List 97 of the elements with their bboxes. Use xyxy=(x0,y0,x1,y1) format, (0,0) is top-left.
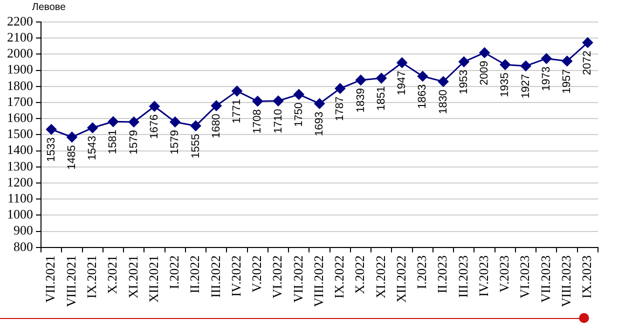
data-label: 1693 xyxy=(314,112,326,136)
x-tick-label: XI.2022 xyxy=(372,255,388,298)
y-tick-label: 1500 xyxy=(7,126,33,142)
x-tick-label: I.2023 xyxy=(414,255,430,289)
point xyxy=(46,124,57,135)
y-tick-label: 2200 xyxy=(7,13,33,28)
data-label: 1581 xyxy=(107,130,120,154)
point xyxy=(66,132,78,142)
y-tick-label: 1000 xyxy=(7,206,33,222)
data-label: 1579 xyxy=(169,130,182,154)
x-tick-label: VIII.2022 xyxy=(310,255,326,308)
point xyxy=(128,116,140,128)
data-label: 1533 xyxy=(45,137,58,162)
data-label: 2072 xyxy=(582,50,594,76)
data-label: 1927 xyxy=(520,74,532,98)
x-tick-label: XII.2021 xyxy=(146,255,161,303)
data-label: 2009 xyxy=(478,60,491,86)
data-label: 1676 xyxy=(148,114,160,139)
data-label: 1680 xyxy=(210,114,222,138)
point xyxy=(108,116,118,127)
point xyxy=(417,71,428,82)
x-tick-label: IX.2022 xyxy=(332,255,347,298)
y-tick-label: 2100 xyxy=(7,30,33,45)
x-tick-label: II.2022 xyxy=(187,255,202,294)
point xyxy=(232,86,242,96)
x-tick-label: VIII.2021 xyxy=(63,255,78,308)
point xyxy=(170,116,180,128)
data-label: 1957 xyxy=(561,69,574,94)
point xyxy=(500,59,510,70)
y-tick-label: 1800 xyxy=(7,78,33,93)
x-tick-label: IV.2022 xyxy=(228,255,244,297)
point xyxy=(376,72,387,84)
y-tick-label: 1600 xyxy=(7,110,33,126)
point xyxy=(396,57,408,68)
data-label: 1830 xyxy=(437,90,450,114)
x-tick-label: XI.2021 xyxy=(125,255,140,298)
x-tick-label: VII.2022 xyxy=(290,255,306,303)
data-label: 1579 xyxy=(128,130,140,154)
point xyxy=(190,120,201,132)
y-tick-label: 2000 xyxy=(7,46,33,61)
point xyxy=(272,96,284,106)
data-label: 1973 xyxy=(540,66,552,92)
x-tick-label: II.2023 xyxy=(434,255,450,294)
point xyxy=(87,122,98,134)
x-tick-label: III.2023 xyxy=(455,255,470,298)
point xyxy=(541,53,552,64)
x-tick-label: IX.2021 xyxy=(84,255,99,298)
y-tick-label: 1700 xyxy=(7,94,33,109)
point xyxy=(334,83,346,94)
y-axis-title: Левове xyxy=(32,2,66,13)
x-tick-label: VIII.2023 xyxy=(558,255,574,308)
y-tick-label: 800 xyxy=(14,238,33,254)
y-tick-label: 900 xyxy=(14,222,33,238)
point xyxy=(458,56,470,68)
data-label: 1863 xyxy=(416,84,429,109)
data-label: 1935 xyxy=(499,72,512,98)
point xyxy=(520,60,532,72)
point xyxy=(479,48,490,58)
y-tick-label: 1200 xyxy=(7,174,33,190)
data-label: 1851 xyxy=(375,86,388,111)
x-tick-label: XII.2022 xyxy=(393,255,408,303)
point xyxy=(562,56,572,66)
point xyxy=(149,101,160,112)
x-tick-label: VII.2023 xyxy=(538,255,553,303)
point xyxy=(211,100,222,111)
data-label: 1953 xyxy=(458,70,470,94)
x-tick-label: III.2022 xyxy=(208,255,223,298)
data-label: 1771 xyxy=(231,99,244,124)
data-label: 1839 xyxy=(354,88,367,113)
data-label: 1750 xyxy=(292,102,305,127)
x-tick-label: V.2023 xyxy=(496,255,512,292)
x-tick-label: VI.2023 xyxy=(517,255,532,298)
point xyxy=(294,89,304,100)
y-tick-label: 1100 xyxy=(7,190,33,206)
data-label: 1485 xyxy=(66,145,78,170)
x-tick-label: X.2022 xyxy=(352,255,368,294)
x-tick-label: X.2021 xyxy=(104,255,120,294)
data-label: 1708 xyxy=(252,109,264,134)
data-label: 1710 xyxy=(272,108,284,134)
point xyxy=(252,96,263,106)
y-tick-label: 1400 xyxy=(7,142,33,158)
data-label: 1787 xyxy=(334,96,346,121)
point xyxy=(438,76,449,87)
point xyxy=(582,37,593,48)
x-tick-label: IV.2023 xyxy=(476,255,491,297)
x-tick-label: VII.2021 xyxy=(42,255,58,303)
data-label: 1947 xyxy=(396,70,408,96)
x-tick-label: VI.2022 xyxy=(270,255,285,298)
x-tick-label: I.2022 xyxy=(166,255,182,289)
y-tick-label: 1300 xyxy=(7,158,33,174)
data-label: 1555 xyxy=(190,134,202,158)
y-tick-label: 1900 xyxy=(7,62,33,77)
x-tick-label: V.2022 xyxy=(249,255,264,292)
point xyxy=(314,98,325,109)
x-tick-label: IX.2023 xyxy=(579,255,594,298)
point xyxy=(356,74,366,86)
data-label: 1543 xyxy=(86,136,99,160)
